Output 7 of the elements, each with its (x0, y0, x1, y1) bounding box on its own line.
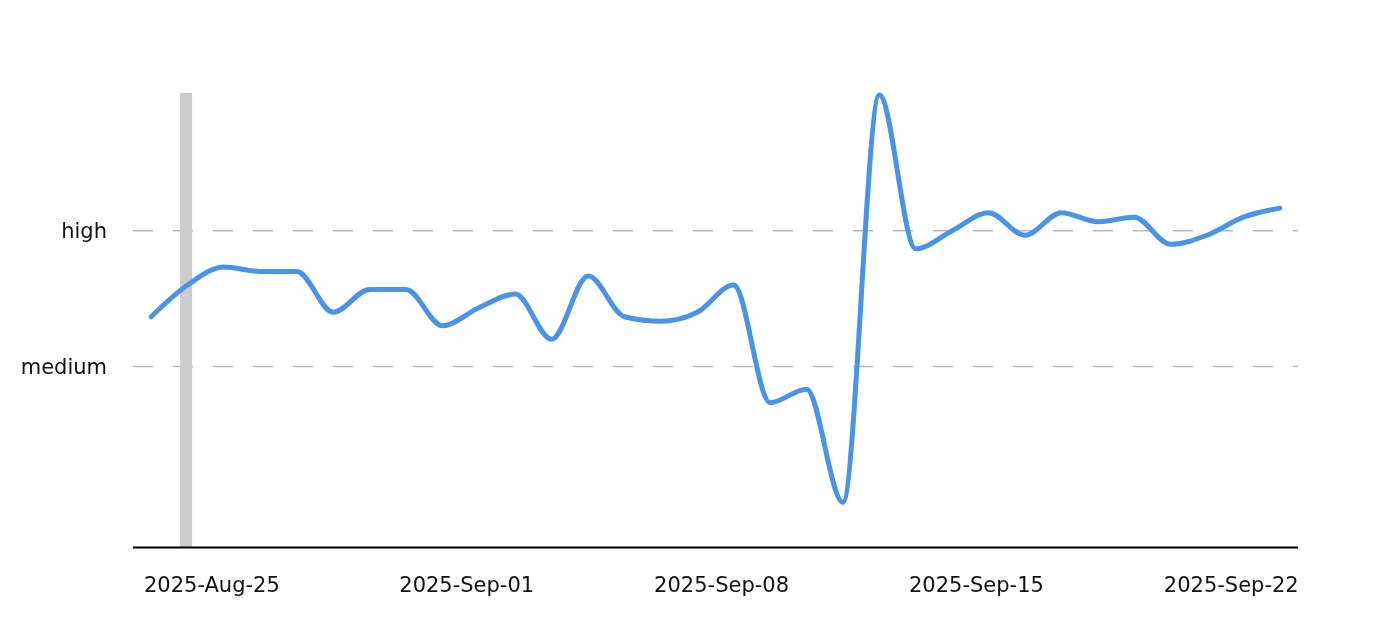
x-tick-label: 2025-Sep-15 (908, 573, 1044, 597)
ref-line-label: high (61, 219, 107, 244)
x-tick-label: 2025-Sep-08 (654, 573, 790, 597)
ref-line-label: medium (20, 354, 107, 379)
x-tick-label: 2025-Sep-01 (399, 573, 535, 597)
x-tick-label: 2025-Sep-22 (1163, 573, 1299, 597)
x-tick-label: 2025-Aug-25 (143, 573, 280, 597)
